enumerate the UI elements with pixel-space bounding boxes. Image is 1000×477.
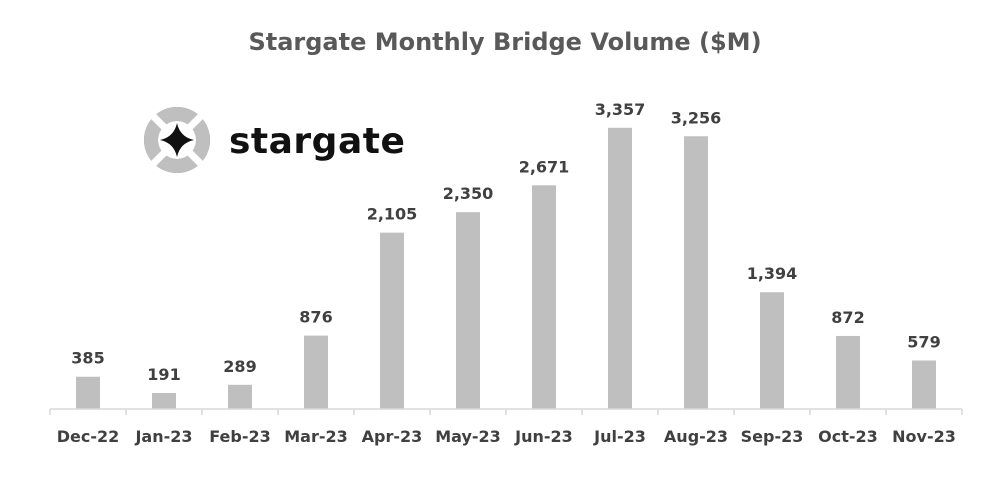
- data-label-apr-23: 2,105: [367, 205, 418, 224]
- bar-oct-23: [836, 335, 860, 409]
- x-axis-ticks: [49, 409, 963, 415]
- tick-label-may-23: May-23: [435, 427, 501, 446]
- data-label-oct-23: 872: [831, 308, 864, 327]
- tick-label-mar-23: Mar-23: [284, 427, 348, 446]
- data-labels: 385 191 289 876 2,105 2,350 2,671 3,357 3,256 1,3…: [71, 100, 940, 384]
- data-label-sep-23: 1,394: [747, 264, 798, 283]
- tick-label-jan-23: Jan-23: [134, 427, 192, 446]
- data-label-aug-23: 3,256: [671, 108, 722, 127]
- data-label-jul-23: 3,357: [595, 100, 646, 119]
- tick-label-oct-23: Oct-23: [818, 427, 878, 446]
- data-label-dec-22: 385: [71, 349, 104, 368]
- bar-jun-23: [532, 185, 556, 409]
- bar-sep-23: [760, 292, 784, 409]
- data-label-jun-23: 2,671: [519, 157, 570, 176]
- bar-mar-23: [304, 335, 328, 409]
- tick-label-sep-23: Sep-23: [741, 427, 804, 446]
- data-label-may-23: 2,350: [443, 184, 494, 203]
- data-label-jan-23: 191: [147, 365, 180, 384]
- bar-dec-22: [76, 376, 100, 409]
- data-label-nov-23: 579: [907, 332, 940, 351]
- stargate-star-icon: [144, 107, 210, 173]
- data-label-feb-23: 289: [223, 357, 256, 376]
- x-axis-tick-labels: Dec-22 Jan-23 Feb-23 Mar-23 Apr-23 May-23 Jun-…: [57, 427, 956, 446]
- bar-feb-23: [228, 384, 252, 409]
- bar-jan-23: [152, 393, 176, 409]
- bar-series: [76, 127, 936, 409]
- logo-wordmark: stargate: [229, 121, 405, 162]
- tick-label-jun-23: Jun-23: [514, 427, 573, 446]
- bar-nov-23: [912, 360, 936, 409]
- tick-label-nov-23: Nov-23: [892, 427, 956, 446]
- logo: stargate: [144, 107, 405, 173]
- data-label-mar-23: 876: [299, 308, 332, 327]
- tick-label-feb-23: Feb-23: [209, 427, 271, 446]
- tick-label-jul-23: Jul-23: [593, 427, 646, 446]
- bar-aug-23: [684, 136, 708, 409]
- bar-jul-23: [608, 127, 632, 409]
- tick-label-dec-22: Dec-22: [57, 427, 120, 446]
- bar-may-23: [456, 212, 480, 409]
- chart-title: Stargate Monthly Bridge Volume ($M): [248, 28, 761, 56]
- tick-label-apr-23: Apr-23: [362, 427, 423, 446]
- bar-apr-23: [380, 232, 404, 409]
- tick-label-aug-23: Aug-23: [664, 427, 728, 446]
